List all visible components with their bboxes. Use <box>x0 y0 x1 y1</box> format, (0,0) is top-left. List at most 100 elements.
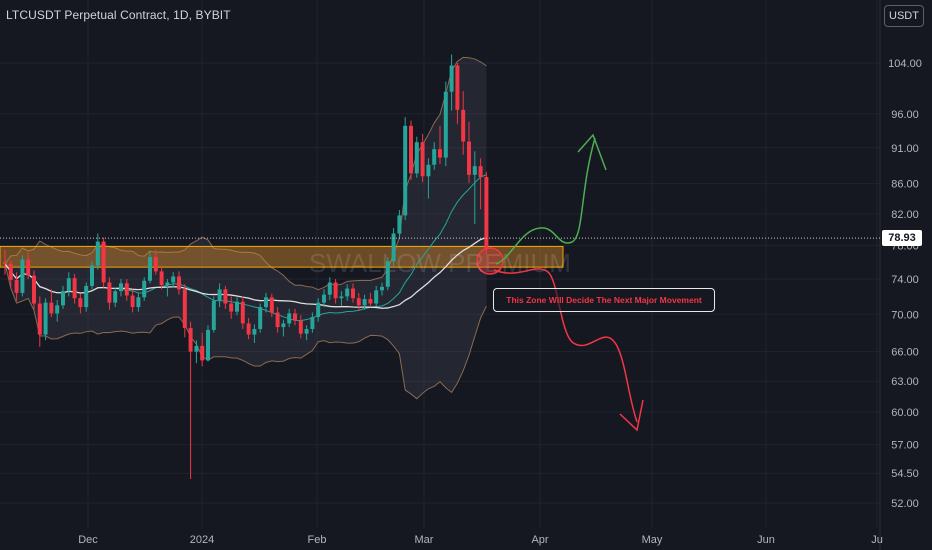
price-tick-label: 52.00 <box>891 498 919 510</box>
zone-annotation: This Zone Will Decide The Next Major Mov… <box>493 288 715 312</box>
candle-body <box>119 283 123 292</box>
candle-body <box>374 290 379 304</box>
candles <box>3 54 489 480</box>
price-tick-label: 70.00 <box>891 309 919 321</box>
time-tick-label: Ju <box>871 534 883 546</box>
time-tick-label: May <box>642 534 663 546</box>
bullish-path <box>495 137 596 265</box>
candle-body <box>327 282 332 295</box>
candle-body <box>287 313 292 324</box>
candle-body <box>414 142 419 174</box>
candle-body <box>43 302 48 335</box>
candle-body <box>385 261 390 287</box>
candle-body <box>264 297 268 308</box>
candle-body <box>298 320 303 334</box>
candle-body <box>258 307 263 329</box>
candle-body <box>211 300 216 330</box>
watermark: SWALLOW PREMIUM <box>309 248 571 278</box>
bullish-arrowhead <box>577 133 607 171</box>
candle-body <box>380 286 384 291</box>
currency-button[interactable]: USDT <box>884 5 924 27</box>
last-price-label: 78.93 <box>882 230 922 246</box>
time-tick-label: 2024 <box>190 534 214 546</box>
candle-body <box>281 323 286 328</box>
candle-body <box>101 241 106 283</box>
candle-body <box>61 291 65 306</box>
candle-body <box>49 302 54 314</box>
lower-band <box>4 263 487 400</box>
candle-body <box>182 289 187 329</box>
candle-body <box>391 233 396 262</box>
zone-rect <box>0 245 564 268</box>
band-fill <box>5 57 487 399</box>
candle-body <box>20 259 25 293</box>
price-tick-label: 104.00 <box>888 58 922 70</box>
candle-body <box>275 312 280 328</box>
candle-body <box>455 65 460 110</box>
candle-body <box>351 288 355 299</box>
candle-body <box>165 282 170 286</box>
bollinger-bands <box>4 56 487 400</box>
price-tick-label: 54.50 <box>891 468 919 480</box>
candle-body <box>403 125 408 216</box>
candle-body <box>322 294 326 303</box>
time-tick-label: Feb <box>308 534 327 546</box>
candle-body <box>316 302 321 318</box>
time-tick-label: Mar <box>415 534 434 546</box>
candle-body <box>90 265 94 286</box>
candle-body <box>438 149 442 158</box>
candle-body <box>310 317 315 329</box>
candle-body <box>159 271 164 286</box>
price-tick-label: 91.00 <box>891 143 919 155</box>
candle-body <box>467 141 471 175</box>
candle-body <box>461 109 466 142</box>
candle-body <box>153 257 158 272</box>
support-resistance-zone <box>0 245 564 275</box>
projection-paths <box>493 133 644 432</box>
candle-body <box>142 280 147 298</box>
candle-body <box>252 328 257 335</box>
price-tick-label: 66.00 <box>891 347 919 359</box>
candle-body <box>136 297 141 308</box>
candle-body <box>72 278 77 299</box>
candle-body <box>472 166 477 175</box>
candle-body <box>84 285 89 308</box>
candle-body <box>478 166 483 178</box>
candle-body <box>3 262 7 264</box>
candle-body <box>484 177 489 249</box>
grid <box>0 0 881 550</box>
candle-body <box>107 282 112 303</box>
time-tick-label: Dec <box>78 534 98 546</box>
candle-body <box>217 289 222 301</box>
candle-body <box>194 345 199 352</box>
candle-body <box>200 345 205 361</box>
candle-body <box>66 278 71 292</box>
candle-body <box>177 276 181 290</box>
bearish-path <box>493 268 638 423</box>
candle-body <box>246 323 251 335</box>
price-tick-label: 96.00 <box>891 109 919 121</box>
zone-highlight-circle <box>476 247 504 275</box>
time-tick-label: Jun <box>757 534 775 546</box>
candle-body <box>449 65 454 92</box>
candle-body <box>188 328 193 352</box>
candle-body <box>304 328 309 334</box>
candle-body <box>356 298 361 306</box>
bearish-arrowhead <box>619 399 644 432</box>
candle-body <box>78 298 83 308</box>
candle-body <box>14 279 19 293</box>
price-tick-label: 86.00 <box>891 179 919 191</box>
candle-body <box>397 215 402 234</box>
price-tick-label: 74.00 <box>891 274 919 286</box>
candle-body <box>362 299 367 306</box>
candle-body <box>368 299 373 304</box>
price-axis: 104.0096.0091.0086.0082.0078.0074.0070.0… <box>888 58 922 510</box>
candle-body <box>333 282 338 299</box>
candle-body <box>206 329 210 361</box>
candle-body <box>293 313 297 321</box>
candle-body <box>8 263 13 280</box>
candle-body <box>339 296 344 299</box>
candle-body <box>426 164 431 177</box>
candle-body <box>235 301 239 312</box>
